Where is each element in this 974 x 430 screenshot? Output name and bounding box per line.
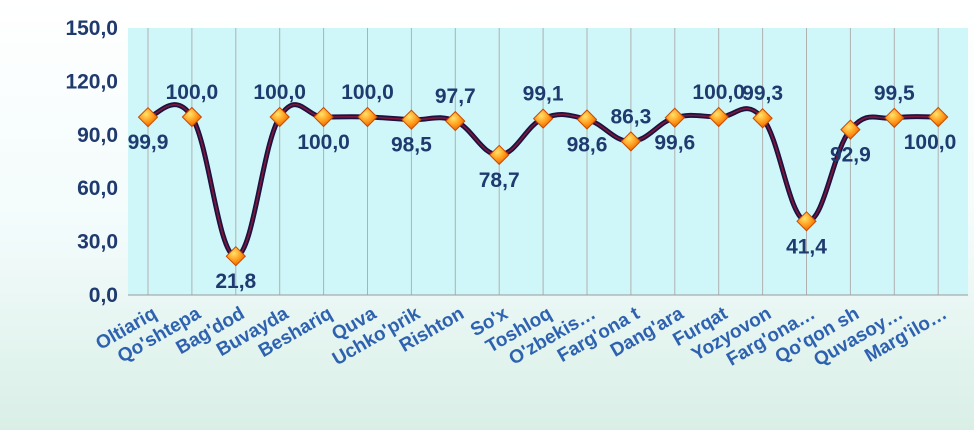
data-point-marker: [181, 106, 203, 128]
y-axis: 0,0 30,0 60,0 90,0 120,0 150,0: [65, 17, 118, 307]
data-point-marker: [664, 107, 686, 128]
data-label: 78,7: [479, 169, 520, 192]
y-tick-label: 30,0: [77, 231, 118, 254]
plot-area: [128, 28, 968, 295]
data-label: 99,1: [523, 83, 564, 106]
data-label: 92,9: [830, 144, 871, 167]
data-label: 100,0: [341, 81, 394, 104]
gridlines: [128, 28, 968, 296]
data-point-marker: [225, 245, 247, 267]
data-point-marker: [927, 106, 949, 128]
data-label: 97,7: [435, 85, 476, 108]
data-point-marker: [445, 110, 466, 132]
data-point-marker: [269, 106, 290, 128]
data-point-marker: [840, 119, 861, 140]
y-tick-label: 0,0: [89, 284, 118, 307]
data-label: 98,6: [567, 133, 608, 156]
data-point-marker: [796, 211, 817, 232]
data-point-marker: [357, 106, 378, 128]
x-axis: OltiariqQo'shtepaBag'dodBuvaydaBeshariqQ…: [92, 303, 950, 371]
data-label: 99,5: [874, 82, 915, 105]
data-point-marker: [313, 106, 334, 128]
data-point-marker: [620, 131, 642, 152]
data-label: 100,0: [904, 131, 957, 154]
data-point-marker: [884, 107, 905, 129]
data-label: 98,5: [391, 134, 432, 157]
data-label: 100,0: [297, 131, 350, 154]
y-tick-label: 150,0: [65, 17, 118, 40]
data-label: 100,0: [253, 81, 306, 104]
data-point-marker: [576, 109, 598, 130]
y-tick-label: 60,0: [77, 177, 118, 200]
data-label: 41,4: [786, 235, 827, 258]
series-markers: [137, 106, 949, 267]
data-point-marker: [752, 108, 773, 129]
data-point-marker: [488, 144, 510, 166]
data-label: 21,8: [215, 270, 256, 293]
data-label: 100,0: [692, 81, 745, 104]
data-point-marker: [401, 109, 422, 130]
data-point-marker: [532, 108, 554, 129]
data-labels: 99,9 100,0 21,8 100,0 100,0 100,0 98,5 97,7 78,7…: [128, 81, 957, 293]
data-label: 86,3: [610, 105, 651, 128]
data-label: 99,6: [654, 132, 695, 155]
data-point-marker: [708, 106, 729, 128]
data-label: 99,3: [742, 82, 783, 105]
data-label: 100,0: [166, 81, 219, 104]
data-point-marker: [137, 106, 159, 128]
y-tick-label: 90,0: [77, 124, 118, 147]
y-tick-label: 120,0: [65, 70, 118, 93]
data-label: 99,9: [128, 131, 169, 154]
